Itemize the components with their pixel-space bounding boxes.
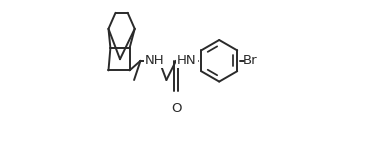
Text: Br: Br (243, 54, 258, 67)
Text: NH: NH (145, 54, 164, 67)
Text: HN: HN (177, 54, 197, 67)
Text: O: O (171, 102, 181, 115)
